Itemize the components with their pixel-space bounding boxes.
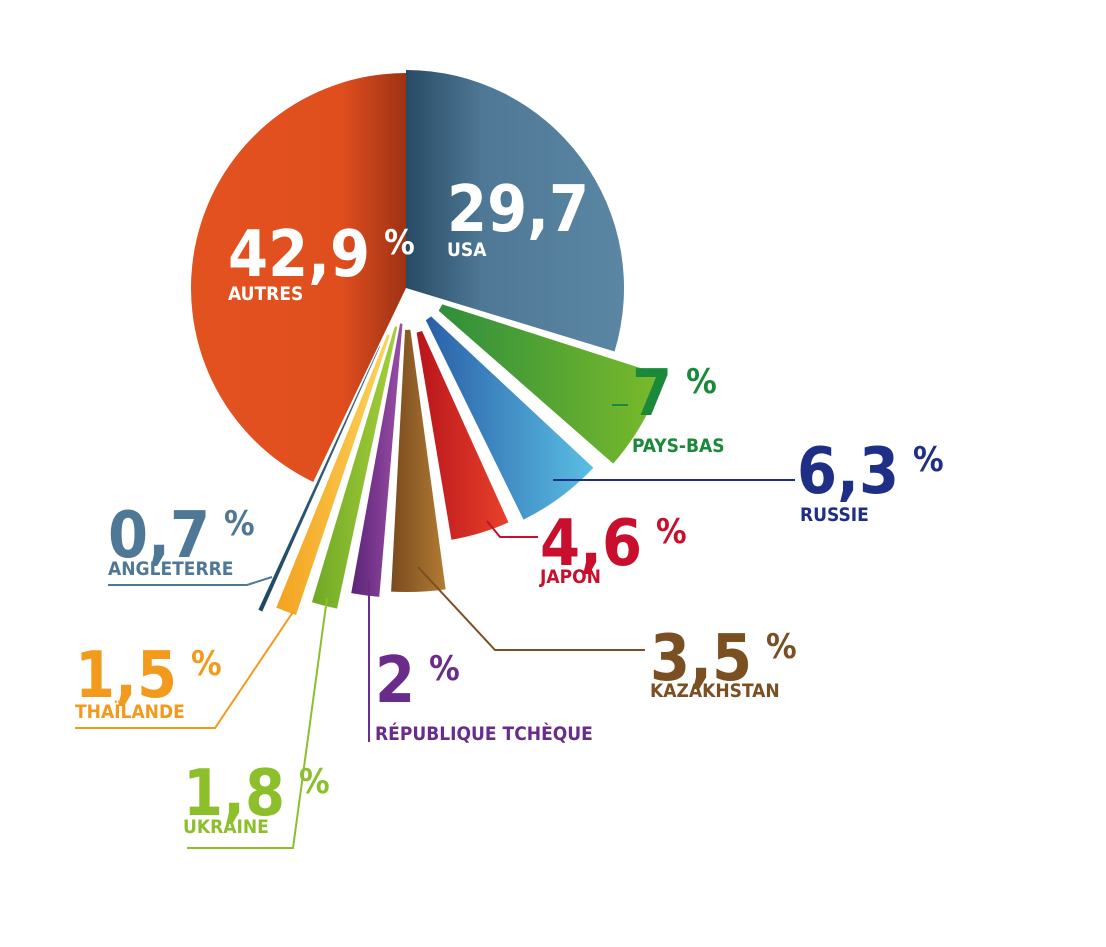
unit-label-autres: % <box>384 223 415 263</box>
category-label-kazakhstan: KAZAKHSTAN <box>650 680 780 702</box>
unit-label-r-publique-tch-que: % <box>429 649 460 689</box>
unit-label-angleterre: % <box>224 504 255 544</box>
slice-usa <box>406 70 624 352</box>
slice-russie <box>425 316 594 520</box>
category-label-r-publique-tch-que: RÉPUBLIQUE TCHÈQUE <box>375 722 593 745</box>
category-label-usa: USA <box>447 239 487 261</box>
value-label-autres: 42,9 <box>228 218 370 292</box>
value-label-angleterre: 0,7 <box>108 499 210 573</box>
category-label-angleterre: ANGLETERRE <box>108 558 234 580</box>
slice-angleterre <box>258 346 380 612</box>
value-label-tha-lande: 1,5 <box>75 639 177 713</box>
value-label-pays-bas: 7 <box>632 357 672 431</box>
leader-line-tha-lande <box>75 611 294 729</box>
slice-ukraine <box>311 326 398 609</box>
category-label-autres: AUTRES <box>228 283 303 305</box>
slice-tha-lande <box>276 334 390 615</box>
unit-label-japon: % <box>656 512 687 552</box>
category-label-russie: RUSSIE <box>800 504 869 526</box>
value-label-usa: 29,7 <box>447 173 589 247</box>
leader-line-angleterre <box>108 576 273 586</box>
slice-autres <box>190 73 406 482</box>
value-label-japon: 4,6 <box>540 507 642 581</box>
leader-line-ukraine <box>187 597 328 849</box>
unit-label-tha-lande: % <box>191 644 222 684</box>
unit-label-ukraine: % <box>299 762 330 802</box>
slice-pays-bas <box>438 304 664 464</box>
leader-line-kazakhstan <box>417 566 645 651</box>
category-label-ukraine: UKRAINE <box>183 816 269 838</box>
unit-label-kazakhstan: % <box>766 627 797 667</box>
category-label-tha-lande: THAÏLANDE <box>75 699 185 723</box>
category-label-pays-bas: PAYS-BAS <box>632 435 725 457</box>
value-label-r-publique-tch-que: 2 <box>375 644 415 718</box>
unit-label-russie: % <box>913 440 944 480</box>
value-label-russie: 6,3 <box>797 435 899 509</box>
leader-lines <box>75 404 795 849</box>
value-label-kazakhstan: 3,5 <box>650 622 752 696</box>
value-label-ukraine: 1,8 <box>183 757 285 831</box>
pie-slices <box>190 70 664 615</box>
slice-japon <box>416 331 509 540</box>
unit-label-usa: % <box>603 178 634 218</box>
unit-label-pays-bas: % <box>686 362 717 402</box>
leader-line-japon <box>486 520 538 538</box>
category-label-japon: JAPON <box>539 566 601 588</box>
slice-kazakhstan <box>391 329 446 592</box>
slice-labels: 29,7 % USA 7 % PAYS-BAS 6,3 % RUSSIE 4,6 % JAPON 3,5… <box>75 173 944 838</box>
slice-r-publique-tch-que <box>351 323 403 597</box>
